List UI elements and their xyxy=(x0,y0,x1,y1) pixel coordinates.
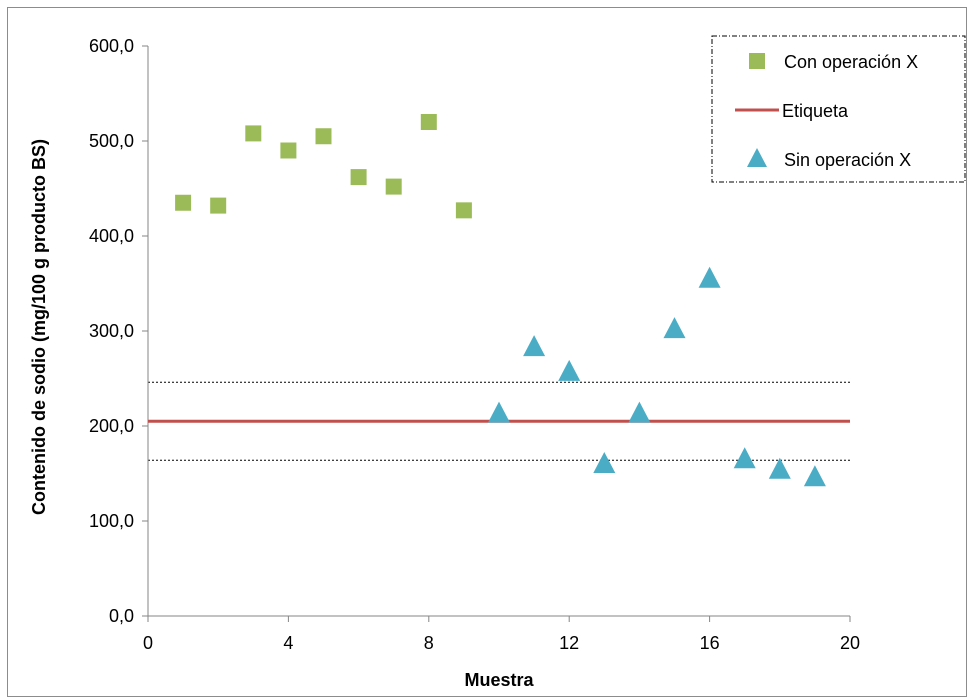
data-point-triangle xyxy=(558,359,581,381)
reference-lines xyxy=(148,381,850,461)
data-point-square xyxy=(210,197,227,214)
data-point-triangle xyxy=(593,452,616,473)
data-point-triangle xyxy=(663,317,686,339)
y-tick-label: 300,0 xyxy=(89,321,134,341)
y-axis-title: Contenido de sodio (mg/100 g producto BS… xyxy=(29,139,49,515)
x-tick-label: 4 xyxy=(283,633,293,653)
x-tick-label: 12 xyxy=(559,633,579,653)
data-point-square xyxy=(245,125,262,142)
legend-item: Con operación X xyxy=(749,52,918,72)
data-point-square xyxy=(385,178,402,195)
legend-items: Con operación X Etiqueta Sin operación X xyxy=(735,52,918,170)
data-point-square xyxy=(315,128,332,145)
data-point-triangle xyxy=(523,335,546,357)
series-triangle xyxy=(488,266,826,487)
y-tick-label: 0,0 xyxy=(109,606,134,626)
series-layer xyxy=(148,114,850,487)
data-point-square xyxy=(350,169,367,186)
x-axis-title: Muestra xyxy=(464,670,534,689)
data-point-square xyxy=(420,114,437,130)
legend-label: Etiqueta xyxy=(782,101,849,121)
x-tick-label: 8 xyxy=(424,633,434,653)
y-axis-ticks: 0,0 100,0 200,0 300,0 400,0 500,0 600,0 xyxy=(89,36,148,626)
legend-item: Sin operación X xyxy=(747,148,911,170)
y-tick-label: 400,0 xyxy=(89,226,134,246)
data-point-triangle xyxy=(488,401,510,423)
data-point-square xyxy=(280,142,297,159)
y-tick-label: 500,0 xyxy=(89,131,134,151)
legend: Con operación X Etiqueta Sin operación X xyxy=(711,35,966,183)
legend-label: Con operación X xyxy=(784,52,918,72)
x-tick-label: 16 xyxy=(700,633,720,653)
x-tick-label: 0 xyxy=(143,633,153,653)
y-tick-label: 200,0 xyxy=(89,416,134,436)
legend-triangle-marker xyxy=(747,148,767,167)
y-tick-label: 100,0 xyxy=(89,511,134,531)
data-point-triangle xyxy=(803,465,826,487)
data-point-triangle xyxy=(768,457,791,479)
legend-item: Etiqueta xyxy=(735,101,849,121)
legend-square-marker xyxy=(749,53,765,69)
series-square xyxy=(175,114,472,219)
legend-label: Sin operación X xyxy=(784,150,911,170)
x-axis-ticks: 0 4 8 12 16 20 xyxy=(143,616,860,653)
x-tick-label: 20 xyxy=(840,633,860,653)
data-point-triangle xyxy=(628,401,651,423)
data-point-square xyxy=(175,194,192,211)
y-tick-label: 600,0 xyxy=(89,36,134,56)
data-point-triangle xyxy=(698,266,721,288)
data-point-square xyxy=(455,202,472,219)
data-point-triangle xyxy=(733,447,756,469)
